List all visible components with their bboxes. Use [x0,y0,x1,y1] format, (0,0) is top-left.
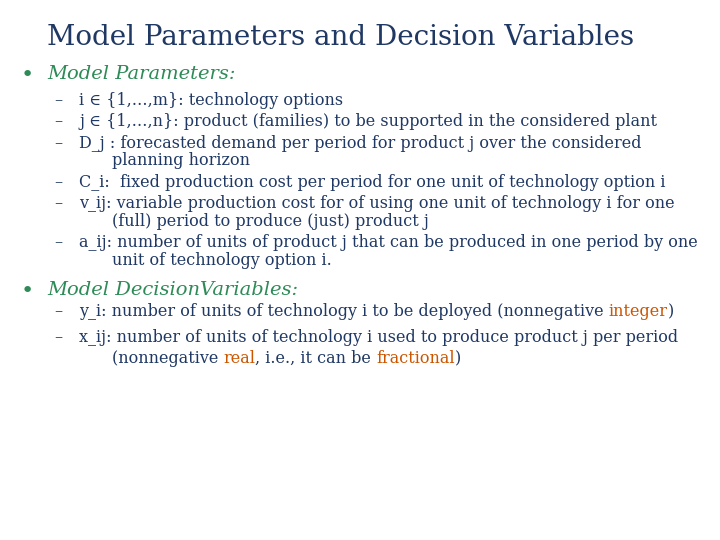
Text: –: – [54,135,62,152]
Text: i ∈ {1,…,m}: technology options: i ∈ {1,…,m}: technology options [79,92,343,109]
Text: –: – [54,174,62,191]
Text: •: • [20,281,33,301]
Text: –: – [54,234,62,251]
Text: a_ij: number of units of product j that can be produced in one period by one: a_ij: number of units of product j that … [79,234,698,251]
Text: real: real [223,350,255,367]
Text: –: – [54,303,62,320]
Text: x_ij: number of units of technology i used to produce product j per period: x_ij: number of units of technology i us… [79,329,678,346]
Text: j ∈ {1,…,n}: product (families) to be supported in the considered plant: j ∈ {1,…,n}: product (families) to be su… [79,113,657,130]
Text: , i.e., it can be: , i.e., it can be [255,350,376,367]
Text: –: – [54,113,62,130]
Text: planning horizon: planning horizon [112,152,250,169]
Text: –: – [54,195,62,212]
Text: Model Parameters and Decision Variables: Model Parameters and Decision Variables [47,24,634,51]
Text: ): ) [668,303,674,320]
Text: D_j : forecasted demand per period for product j over the considered: D_j : forecasted demand per period for p… [79,135,642,152]
Text: y_i: number of units of technology i to be deployed (nonnegative: y_i: number of units of technology i to … [79,303,609,320]
Text: unit of technology option i.: unit of technology option i. [112,252,331,268]
Text: –: – [54,92,62,109]
Text: (nonnegative: (nonnegative [112,350,223,367]
Text: fractional: fractional [376,350,455,367]
Text: Model DecisionVariables:: Model DecisionVariables: [47,281,298,299]
Text: (full) period to produce (just) product j: (full) period to produce (just) product … [112,213,428,230]
Text: –: – [54,329,62,346]
Text: C_i:  fixed production cost per period for one unit of technology option i: C_i: fixed production cost per period fo… [79,174,666,191]
Text: ): ) [455,350,461,367]
Text: v_ij: variable production cost for of using one unit of technology i for one: v_ij: variable production cost for of us… [79,195,675,212]
Text: integer: integer [609,303,668,320]
Text: Model Parameters:: Model Parameters: [47,65,235,83]
Text: •: • [20,65,33,85]
